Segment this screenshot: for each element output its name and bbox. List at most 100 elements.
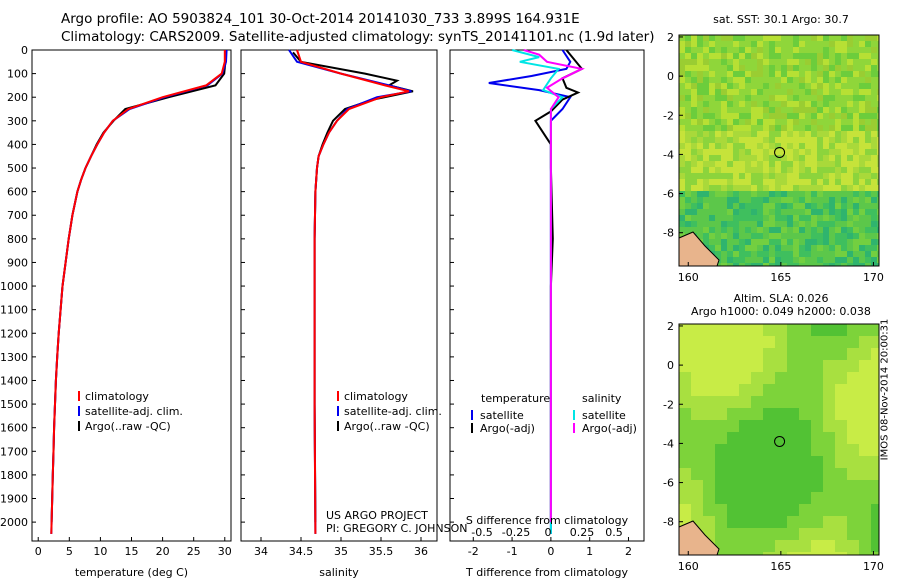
heatmap-cell — [703, 420, 715, 432]
heatmap-cell — [841, 83, 847, 89]
heatmap-cell — [805, 113, 811, 119]
heatmap-cell — [727, 107, 733, 113]
heatmap-cell — [847, 161, 853, 167]
heatmap-cell — [811, 516, 823, 528]
heatmap-cell — [841, 161, 847, 167]
heatmap-cell — [817, 221, 823, 227]
heatmap-cell — [835, 492, 847, 504]
heatmap-cell — [799, 161, 805, 167]
x-tick-label: 2 — [625, 545, 632, 558]
heatmap-cell — [847, 221, 853, 227]
heatmap-cell — [739, 161, 745, 167]
heatmap-cell — [865, 65, 871, 71]
heatmap-cell — [757, 263, 763, 266]
x-tick-label: 160 — [678, 560, 699, 573]
heatmap-cell — [871, 167, 877, 173]
heatmap-cell — [799, 65, 805, 71]
heatmap-cell — [739, 221, 745, 227]
heatmap-cell — [727, 197, 733, 203]
heatmap-cell — [877, 221, 879, 227]
heatmap-cell — [739, 107, 745, 113]
sal-tick-label: 0 — [545, 526, 552, 539]
heatmap-cell — [685, 203, 691, 209]
heatmap-cell — [835, 239, 841, 245]
heatmap-cell — [793, 185, 799, 191]
heatmap-cell — [679, 137, 685, 143]
heatmap-cell — [757, 143, 763, 149]
heatmap-cell — [799, 95, 805, 101]
heatmap-cell — [835, 131, 841, 137]
heatmap-cell — [703, 107, 709, 113]
heatmap-cell — [721, 71, 727, 77]
sla-heatmap-cells — [679, 324, 879, 555]
heatmap-cell — [847, 107, 853, 113]
heatmap-cell — [709, 107, 715, 113]
heatmap-cell — [691, 480, 703, 492]
heatmap-cell — [835, 227, 841, 233]
heatmap-cell — [877, 239, 879, 245]
heatmap-cell — [775, 420, 787, 432]
heatmap-cell — [787, 480, 799, 492]
heatmap-cell — [703, 143, 709, 149]
heatmap-cell — [769, 233, 775, 239]
heatmap-cell — [823, 324, 835, 336]
heatmap-cell — [841, 167, 847, 173]
heatmap-cell — [823, 119, 829, 125]
heatmap-cell — [805, 167, 811, 173]
heatmap-cell — [871, 77, 877, 83]
heatmap-cell — [877, 77, 879, 83]
y-tick-label: 800 — [7, 233, 28, 246]
heatmap-cell — [781, 137, 787, 143]
heatmap-cell — [679, 41, 685, 47]
heatmap-cell — [679, 65, 685, 71]
heatmap-cell — [739, 552, 751, 555]
heatmap-cell — [769, 125, 775, 131]
heatmap-cell — [727, 59, 733, 65]
heatmap-cell — [877, 251, 879, 257]
legend-entry: satellite-adj. clim. — [85, 405, 183, 418]
y-tick-label: 400 — [7, 138, 28, 151]
heatmap-cell — [871, 492, 879, 504]
heatmap-cell — [745, 149, 751, 155]
heatmap-cell — [865, 173, 871, 179]
heatmap-cell — [811, 77, 817, 83]
heatmap-cell — [787, 227, 793, 233]
heatmap-cell — [769, 113, 775, 119]
heatmap-cell — [739, 227, 745, 233]
heatmap-cell — [703, 227, 709, 233]
heatmap-cell — [763, 552, 775, 555]
heatmap-cell — [697, 65, 703, 71]
heatmap-cell — [823, 203, 829, 209]
heatmap-cell — [679, 384, 691, 396]
heatmap-cell — [823, 197, 829, 203]
heatmap-cell — [703, 101, 709, 107]
heatmap-cell — [835, 324, 847, 336]
heatmap-cell — [751, 336, 763, 348]
heatmap-cell — [859, 35, 865, 41]
heatmap-cell — [853, 77, 859, 83]
y-tick-label: -6 — [663, 477, 674, 490]
heatmap-cell — [859, 348, 871, 360]
heatmap-cell — [865, 35, 871, 41]
heatmap-cell — [853, 173, 859, 179]
argo-float-marker — [774, 435, 786, 447]
heatmap-cell — [685, 101, 691, 107]
heatmap-cell — [745, 239, 751, 245]
heatmap-cell — [769, 185, 775, 191]
heatmap-cell — [697, 125, 703, 131]
heatmap-cell — [817, 83, 823, 89]
heatmap-cell — [727, 77, 733, 83]
heatmap-cell — [823, 432, 835, 444]
heatmap-cell — [841, 215, 847, 221]
y-tick-label: 1500 — [0, 398, 28, 411]
heatmap-cell — [709, 83, 715, 89]
heatmap-cell — [775, 480, 787, 492]
heatmap-cell — [733, 179, 739, 185]
heatmap-cell — [715, 420, 727, 432]
heatmap-cell — [697, 143, 703, 149]
heatmap-cell — [733, 35, 739, 41]
heatmap-cell — [829, 119, 835, 125]
y-tick-label: 2 — [667, 31, 674, 44]
heatmap-cell — [871, 456, 879, 468]
heatmap-cell — [685, 65, 691, 71]
